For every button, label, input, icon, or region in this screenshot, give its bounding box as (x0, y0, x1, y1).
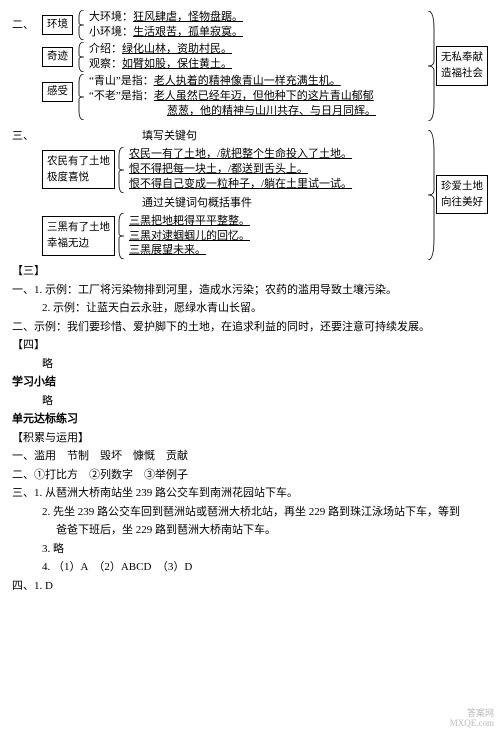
sec3-right-box: 珍爱土地 向往美好 (436, 175, 488, 215)
feel-l2a: “不老”是指： (89, 90, 154, 102)
sec2-r2: 造福社会 (441, 66, 483, 82)
bracket-icon (77, 10, 87, 40)
jy-l3c: 爸爸下班后，坐 229 路到琶洲大桥南站下车。 (12, 522, 488, 539)
jy-l3e: 4. （1）A （2）ABCD （3）D (12, 559, 488, 576)
sec2-r1: 无私奉献 (441, 50, 483, 66)
heading-three: 【三】 (12, 263, 488, 280)
env-l1a: 大环境： (89, 11, 133, 23)
blockB-lines: 三黑把地耙得平平整整。 三黑对逮蝈蝈儿的回忆。 三黑展望未来。 (127, 214, 250, 259)
sec3-r1: 珍爱土地 (441, 179, 483, 195)
wm-l2: MXQE.com (450, 719, 494, 729)
env-l1b: 狂风肆虐，怪物盘踞。 (133, 11, 243, 23)
feel-l1a: “青山”是指： (89, 75, 154, 87)
jy-l1: 一、滥用 节制 毁坏 慷慨 贡献 (12, 448, 488, 465)
sec3-mid-text: 通过关键词句概括事件 (142, 195, 252, 212)
section-three: 三、 填写关键句 农民有了土地 极度喜悦 农民一有了土地，/就把整个生命投入了土… (12, 128, 488, 261)
wm-l1: 答案网 (450, 709, 494, 719)
blockA-lab1: 农民有了土地 (47, 154, 110, 170)
feel-l2b1: 老人虽然已经年迈，但他种下的这片青山郁郁 (154, 90, 374, 102)
row-miracle: 奇迹 介绍：绿化山林，资助村民。 观察：如臂如股，保住黄土。 (12, 42, 422, 72)
feel-lines: “青山”是指：老人执着的精神像青山一样充满生机。 “不老”是指：老人虽然已经年迈… (87, 74, 376, 119)
big-bracket-icon (426, 11, 436, 121)
blockA-label: 农民有了土地 极度喜悦 (42, 150, 115, 190)
bb-l2: 三黑对逮蝈蝈儿的回忆。 (129, 229, 250, 244)
mir-l1b: 绿化山林，资助村民。 (122, 43, 232, 55)
bb-l1: 三黑把地耙得平平整整。 (129, 214, 250, 229)
blockB-label: 三黑有了土地 幸福无边 (42, 216, 115, 256)
jy-l3d: 3. 略 (12, 541, 488, 558)
ba-l1: 农民一有了土地，/就把整个生命投入了土地。 (129, 147, 352, 162)
sec2-right: 无私奉献 造福社会 (426, 10, 488, 122)
sec3-blockB: 三黑有了土地 幸福无边 三黑把地耙得平平整整。 三黑对逮蝈蝈儿的回忆。 三黑展望… (12, 213, 422, 259)
blockA-lab2: 极度喜悦 (47, 170, 110, 186)
sec2-right-box: 无私奉献 造福社会 (436, 46, 488, 86)
bracket-icon (117, 213, 127, 259)
three-i2: 二、示例：我们要珍惜、爱护脚下的土地，在追求利益的同时，还要注意可持续发展。 (12, 319, 488, 336)
row-feel: 感受 “青山”是指：老人执着的精神像青山一样充满生机。 “不老”是指：老人虽然已… (12, 74, 422, 120)
section-two: 二、 环境 大环境：狂风肆虐，怪物盘踞。 小环境：生活艰苦，孤单寂寞。 奇迹 介… (12, 10, 488, 122)
bracket-icon (77, 74, 87, 120)
sec3-right: 珍爱土地 向往美好 (426, 128, 488, 261)
section-two-left: 二、 环境 大环境：狂风肆虐，怪物盘踞。 小环境：生活艰苦，孤单寂寞。 奇迹 介… (12, 10, 422, 122)
row-env: 二、 环境 大环境：狂风肆虐，怪物盘踞。 小环境：生活艰苦，孤单寂寞。 (12, 10, 422, 40)
ba-l3: 恨不得自己变成一粒种子，/躺在土里试一试。 (129, 177, 352, 192)
blockB-lab2: 幸福无边 (47, 236, 110, 252)
blockB-lab1: 三黑有了土地 (47, 220, 110, 236)
big-bracket-icon (426, 130, 436, 260)
section-three-left: 三、 填写关键句 农民有了土地 极度喜悦 农民一有了土地，/就把整个生命投入了土… (12, 128, 422, 261)
xuexi-body: 略 (12, 393, 488, 410)
jiyun-heading: 【积累与运用】 (12, 430, 488, 447)
three-i1: 一、1. 示例：工厂将污染物排到河里，造成水污染；农药的滥用导致土壤污染。 (12, 282, 488, 299)
ba-l2: 恨不得把每一块土，/都送到舌头上。 (129, 162, 352, 177)
jy-l2: 二、①打比方 ②列数字 ③举例子 (12, 467, 488, 484)
sec3-marker: 三、 (12, 128, 42, 145)
env-lines: 大环境：狂风肆虐，怪物盘踞。 小环境：生活艰苦，孤单寂寞。 (87, 10, 243, 40)
jy-l4: 四、1. D (12, 578, 488, 595)
bracket-icon (117, 147, 127, 193)
three-i1b: 2. 示例：让蓝天白云永驻，愿绿水青山长留。 (12, 300, 488, 317)
label-miracle: 奇迹 (42, 47, 73, 67)
feel-l2b2: 葱葱，他的精神与山川共存、与日月同辉。 (167, 105, 376, 117)
jy-l3: 三、1. 从琶洲大桥南站坐 239 路公交车到南洲花园站下车。 (12, 485, 488, 502)
blockA-lines: 农民一有了土地，/就把整个生命投入了土地。 恨不得把每一块土，/都送到舌头上。 … (127, 147, 352, 192)
sec3-title: 填写关键句 (142, 128, 197, 145)
feel-l1b: 老人执着的精神像青山一样充满生机。 (154, 75, 341, 87)
miracle-lines: 介绍：绿化山林，资助村民。 观察：如臂如股，保住黄土。 (87, 42, 232, 72)
mir-l2a: 观察： (89, 58, 122, 70)
four-body: 略 (12, 356, 488, 373)
bracket-icon (77, 42, 87, 72)
unit-heading: 单元达标练习 (12, 411, 488, 428)
sec3-title-row: 三、 填写关键句 (12, 128, 422, 145)
sec3-mid: 通过关键词句概括事件 (12, 195, 422, 212)
sec3-blockA: 农民有了土地 极度喜悦 农民一有了土地，/就把整个生命投入了土地。 恨不得把每一… (12, 147, 422, 193)
watermark: 答案网 MXQE.com (450, 709, 494, 729)
sec3-r2: 向往美好 (441, 195, 483, 211)
heading-four: 【四】 (12, 337, 488, 354)
bb-l3: 三黑展望未来。 (129, 243, 250, 258)
label-feel: 感受 (42, 82, 73, 102)
xuexi-heading: 学习小结 (12, 374, 488, 391)
jy-l3b: 2. 先坐 239 路公交车回到琶洲站或琶洲大桥北站，再坐 229 路到珠江泳场… (12, 504, 488, 521)
mir-l1a: 介绍： (89, 43, 122, 55)
sec2-marker: 二、 (12, 17, 42, 34)
env-l2b: 生活艰苦，孤单寂寞。 (133, 26, 243, 38)
mir-l2b: 如臂如股，保住黄土。 (122, 58, 232, 70)
env-l2a: 小环境： (89, 26, 133, 38)
label-env: 环境 (42, 15, 73, 35)
